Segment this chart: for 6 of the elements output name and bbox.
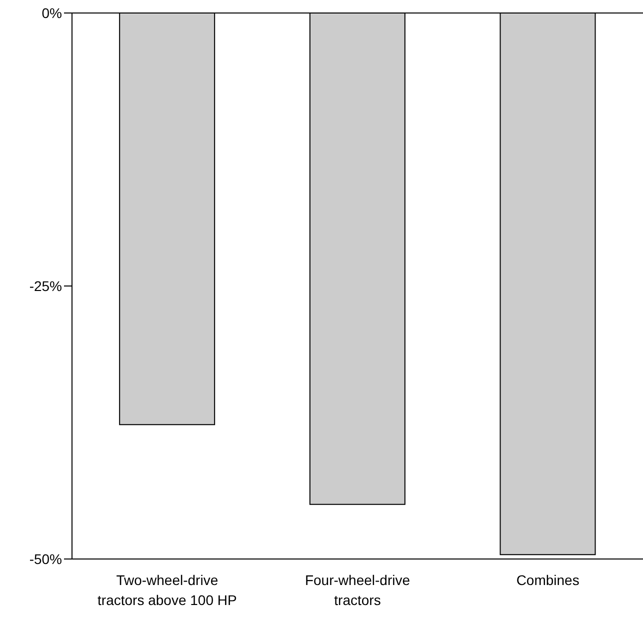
x-tick-label: Two-wheel-drive tractors above 100 HP: [98, 572, 237, 608]
y-tick-label: 0%: [42, 4, 62, 21]
y-tick-label: -25%: [29, 278, 62, 294]
x-tick-label: Four-wheel-drive tractors: [304, 572, 410, 608]
x-tick-label: Combines: [516, 572, 580, 588]
y-tick-label: -50%: [29, 550, 62, 567]
